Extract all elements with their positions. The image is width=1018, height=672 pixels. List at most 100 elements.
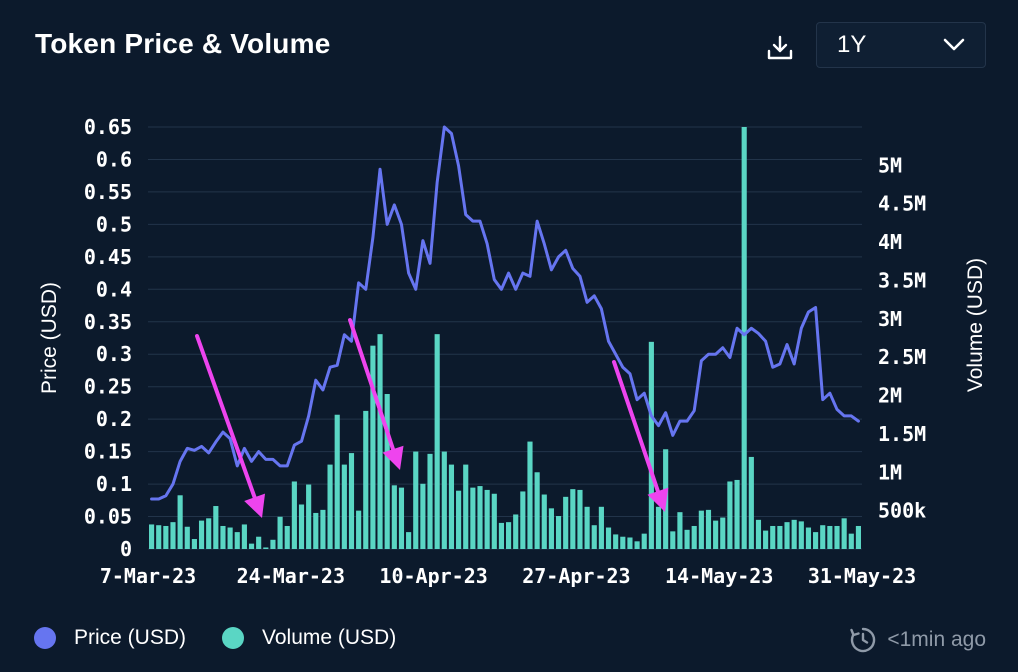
volume-bar: [691, 525, 697, 549]
volume-bar: [477, 486, 483, 549]
volume-bar: [534, 472, 540, 549]
date-tick-label: 10-Apr-23: [379, 564, 487, 588]
volume-bar: [855, 525, 861, 549]
volume-bar: [727, 481, 733, 549]
volume-axis-title: Volume (USD): [964, 258, 987, 392]
volume-bar: [306, 484, 312, 549]
volume-bar: [256, 536, 262, 549]
volume-bar: [677, 512, 683, 549]
volume-bar: [241, 524, 247, 549]
download-button[interactable]: [762, 30, 798, 66]
price-series: [150, 125, 860, 501]
volume-bar: [484, 489, 490, 549]
volume-bar: [227, 527, 233, 549]
volume-bar: [298, 504, 305, 549]
volume-bar: [598, 506, 604, 549]
price-axis-ticks: 0 0.05 0.1 0.15 0.2 0.25 0.3 0.35 0.4 0.45 0.5 0.55…: [84, 115, 132, 561]
volume-bar: [441, 451, 447, 549]
volume-bar: [513, 514, 519, 549]
annotation-arrow-shaft: [195, 334, 257, 500]
volume-bar: [527, 441, 533, 549]
volume-bar: [356, 510, 362, 549]
volume-bar: [434, 334, 440, 549]
volume-bar: [748, 456, 754, 549]
volume-bar: [170, 522, 176, 549]
volume-bar: [348, 453, 355, 549]
volume-bar: [763, 530, 769, 549]
volume-bar: [248, 543, 255, 549]
volume-bar: [377, 334, 383, 549]
volume-bar: [548, 508, 554, 549]
volume-bar: [591, 525, 597, 549]
price-legend-swatch: [34, 627, 56, 649]
volume-bar: [341, 464, 347, 549]
volume-bar: [191, 539, 197, 549]
volume-bar: [755, 519, 762, 549]
volume-bar: [670, 531, 676, 549]
volume-bar: [370, 345, 376, 549]
price-tick-label: 0.5: [96, 212, 132, 236]
volume-bar: [263, 547, 269, 549]
volume-bar: [334, 414, 340, 549]
volume-bar: [834, 525, 840, 549]
volume-bar: [284, 525, 290, 549]
volume-tick-label: 2M: [878, 384, 902, 408]
volume-bar: [541, 494, 547, 549]
volume-bar: [605, 527, 612, 549]
volume-bar: [684, 529, 690, 549]
volume-bar: [198, 520, 205, 549]
volume-bar: [427, 453, 433, 549]
volume-bar: [698, 510, 704, 549]
volume-bar: [327, 464, 333, 549]
volume-bar: [577, 489, 583, 549]
price-tick-label: 0.65: [84, 115, 132, 139]
volume-bar: [741, 127, 747, 549]
price-tick-label: 0.2: [96, 407, 132, 431]
volume-bar: [220, 525, 226, 549]
volume-bar: [620, 536, 626, 549]
legend-item-price[interactable]: Price (USD): [34, 626, 186, 650]
volume-bar: [456, 490, 462, 549]
volume-bar: [641, 533, 647, 549]
annotation-arrow-head: [382, 445, 404, 470]
price-tick-label: 0.3: [96, 342, 132, 366]
price-tick-label: 0.15: [84, 440, 132, 464]
volume-tick-label: 500k: [878, 499, 926, 523]
volume-tick-label: 3.5M: [878, 268, 926, 292]
price-tick-label: 0.05: [84, 505, 132, 529]
volume-bar: [491, 493, 497, 549]
grid-lines: [148, 126, 862, 550]
volume-bar: [634, 541, 640, 549]
volume-bar: [448, 464, 455, 549]
volume-bar: [777, 525, 783, 549]
range-select[interactable]: 1Y: [816, 22, 986, 68]
legend-item-volume[interactable]: Volume (USD): [222, 626, 396, 650]
volume-bar: [463, 464, 469, 549]
volume-bar: [584, 506, 590, 549]
volume-tick-label: 1M: [878, 460, 902, 484]
volume-bar: [363, 410, 369, 549]
volume-bar: [770, 525, 776, 549]
volume-bar: [791, 519, 797, 549]
volume-bar: [177, 495, 183, 549]
price-tick-label: 0.25: [84, 375, 132, 399]
volume-bar: [563, 496, 569, 549]
volume-tick-label: 4M: [878, 230, 902, 254]
volume-bar: [413, 451, 419, 549]
volume-bar: [320, 509, 326, 549]
last-updated-text: <1min ago: [887, 628, 986, 651]
volume-bar: [841, 518, 847, 549]
volume-tick-label: 5M: [878, 153, 902, 177]
annotation-arrows: [195, 318, 669, 518]
volume-bar: [520, 491, 526, 549]
volume-tick-label: 3M: [878, 307, 902, 331]
date-axis-ticks: 7-Mar-23 24-Mar-23 10-Apr-23 27-Apr-23 14-Ma…: [100, 564, 916, 588]
chevron-down-icon: [943, 38, 965, 51]
date-tick-label: 24-Mar-23: [237, 564, 345, 588]
legend-volume-label: Volume (USD): [262, 626, 397, 649]
range-select-value: 1Y: [837, 31, 867, 58]
price-tick-label: 0.6: [96, 147, 132, 171]
volume-bar: [270, 539, 276, 549]
date-tick-label: 14-May-23: [665, 564, 773, 588]
volume-bar: [213, 506, 219, 549]
